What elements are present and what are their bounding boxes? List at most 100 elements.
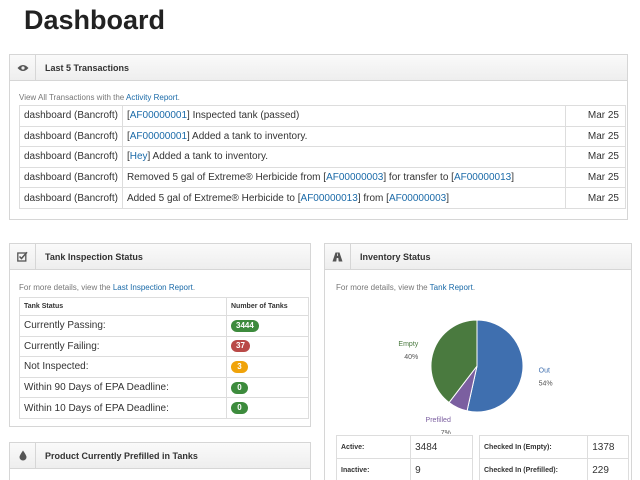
stat-label: Checked In (Empty): [478,435,589,459]
stat-row: Active: 3484 [335,435,473,459]
transactions-panel: Last 5 Transactions View All Transaction… [9,54,628,220]
inventory-stats-left: Active: 3484 Inactive: 9 [335,435,473,480]
transaction-user: dashboard (Bancroft) [19,187,123,209]
pie-label-prefilled: Prefilled [426,417,451,424]
transaction-description: [Hey] Added a tank to inventory. [121,146,567,168]
checkbox-icon [10,243,36,270]
transaction-date: Mar 25 [565,187,626,209]
inspection-status-label: Within 90 Days of EPA Deadline: [19,376,227,399]
transactions-table: dashboard (Bancroft) [AF00000001] Inspect… [19,105,626,209]
transaction-description: Added 5 gal of Extreme® Herbicide to [AF… [121,187,567,209]
inspection-row: Within 10 Days of EPA Deadline: 0 [19,397,309,419]
road-icon [325,243,351,270]
transaction-user: dashboard (Bancroft) [19,105,123,127]
transaction-text: ] Added a tank to inventory. [147,151,268,163]
count-badge: 0 [231,381,248,394]
inspection-row: Not Inspected: 3 [19,356,309,378]
stat-label: Inactive: [335,458,412,480]
inspection-count-cell: 37 [226,335,309,358]
inspection-count-cell: 3444 [226,315,309,337]
inspection-row: Within 90 Days of EPA Deadline: 0 [19,376,309,399]
transactions-title: Last 5 Transactions [45,62,130,73]
transaction-user: dashboard (Bancroft) [19,166,123,189]
tank-link[interactable]: AF00000001 [129,130,188,142]
tank-link[interactable]: AF00000001 [129,110,188,122]
transaction-text: ] Inspected tank (passed) [187,110,300,122]
transaction-text: [ [126,110,130,122]
transactions-intro-text: View All Transactions with the [19,93,127,102]
tank-link[interactable]: AF00000013 [453,172,512,184]
column-header-tank-status: Tank Status [19,297,227,316]
inspection-count-cell: 3 [226,356,309,378]
pie-label-empty: Empty [398,341,418,348]
transaction-text: ] from [ [357,192,389,204]
inspection-title: Tank Inspection Status [45,251,143,262]
product-panel-header: Product Currently Prefilled in Tanks [10,442,310,469]
stat-value: 9 [410,458,473,480]
inspection-panel: Tank Inspection Status For more details,… [9,243,311,427]
inventory-panel-header: Inventory Status [325,243,631,270]
last-inspection-report-link[interactable]: Last Inspection Report [112,283,193,292]
count-badge: 37 [231,340,250,353]
transaction-row: dashboard (Bancroft) [AF00000001] Inspect… [19,105,626,127]
transaction-text: ] for transfer to [ [383,172,454,184]
transaction-row: dashboard (Bancroft) [AF00000001] Added a… [19,125,626,148]
inspection-intro-text: For more details, view the [19,283,113,292]
transaction-text: [ [126,130,130,142]
inspection-intro-end: . [192,283,196,292]
inspection-panel-header: Tank Inspection Status [10,243,310,270]
eye-icon [10,54,36,81]
transaction-row: dashboard (Bancroft) Added 5 gal of Extre… [19,187,626,209]
inspection-count-cell: 0 [226,397,309,419]
tank-link[interactable]: Hey [129,151,148,163]
pie-percent-out: 54% [539,381,553,388]
inspection-count-cell: 0 [226,376,309,399]
transaction-date: Mar 25 [565,166,626,189]
stat-label: Active: [335,435,412,459]
stat-value: 229 [587,458,629,480]
transaction-text: Removed 5 gal of Extreme® Herbicide from… [126,172,327,184]
pie-percent-empty: 40% [404,354,418,361]
count-badge: 3444 [231,319,259,332]
tank-link[interactable]: AF00000003 [326,172,384,184]
inventory-stats-right: Checked In (Empty): 1378 Checked In (Prefi… [478,435,629,480]
pie-slice-out [466,319,524,413]
transaction-date: Mar 25 [565,125,626,148]
inventory-intro: For more details, view the Tank Report. [336,283,475,292]
inspection-row: Currently Passing: 3444 [19,315,309,337]
transactions-intro: View All Transactions with the Activity … [19,93,180,102]
transaction-description: [AF00000001] Added a tank to inventory. [121,125,567,148]
pie-percent-prefilled: 7% [441,430,451,434]
column-header-number-of-tanks: Number of Tanks [226,297,309,316]
inspection-status-label: Within 10 Days of EPA Deadline: [19,397,227,419]
stat-value: 3484 [410,435,473,459]
product-prefilled-panel: Product Currently Prefilled in Tanks [9,442,311,480]
inspection-status-label: Currently Passing: [19,315,227,337]
inventory-intro-text: For more details, view the [336,283,430,292]
transaction-user: dashboard (Bancroft) [19,125,123,148]
transaction-description: Removed 5 gal of Extreme® Herbicide from… [121,166,567,189]
stat-value: 1378 [587,435,629,459]
tank-link[interactable]: AF00000013 [300,192,358,204]
inspection-status-label: Currently Failing: [19,335,227,358]
transaction-text: [ [126,151,130,163]
transaction-user: dashboard (Bancroft) [19,146,123,168]
transaction-text: ] [446,192,449,204]
stat-row: Checked In (Empty): 1378 [478,435,629,459]
pie-slice-empty [430,319,478,404]
count-badge: 3 [231,360,248,373]
transaction-text: ] [511,172,515,184]
tank-link[interactable]: AF00000003 [388,192,447,204]
inventory-title: Inventory Status [360,251,431,262]
inspection-status-label: Not Inspected: [19,356,227,378]
transaction-date: Mar 25 [565,105,626,127]
transaction-text: Added 5 gal of Extreme® Herbicide to [ [126,192,301,204]
stat-row: Inactive: 9 [335,458,473,480]
inspection-intro: For more details, view the Last Inspecti… [19,283,195,292]
pie-label-out: Out [539,368,550,375]
tank-report-link[interactable]: Tank Report [429,283,473,292]
transactions-panel-header: Last 5 Transactions [10,54,627,81]
inventory-panel: Inventory Status For more details, view … [324,243,632,480]
transaction-description: [AF00000001] Inspected tank (passed) [121,105,567,127]
activity-report-link[interactable]: Activity Report [126,93,178,102]
